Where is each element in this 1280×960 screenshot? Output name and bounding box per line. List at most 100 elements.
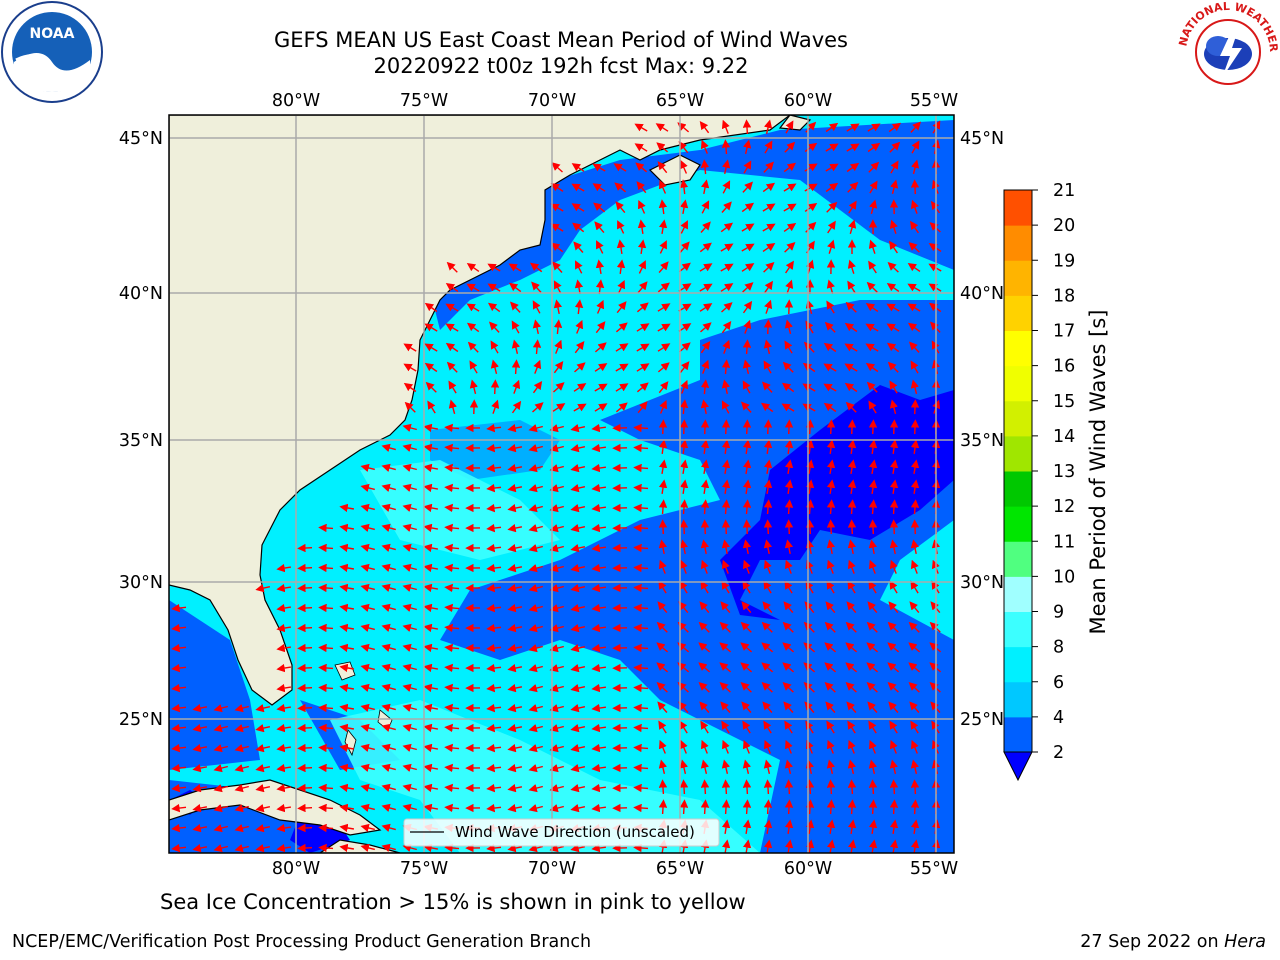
wind-arrow [318,823,334,833]
wind-arrow [171,723,187,733]
colorbar-tick-label: 19 [1053,251,1075,271]
colorbar-segment [1004,260,1032,296]
wind-arrow [699,283,713,292]
wind-arrow [868,779,878,795]
wind-arrow [360,803,375,812]
wind-arrow [805,799,815,815]
wind-arrow [931,539,941,555]
wind-arrow [486,783,502,793]
wind-arrow [594,363,608,372]
wind-arrow [381,763,396,772]
wind-arrow [507,463,523,473]
wind-arrow [444,683,460,693]
wind-arrow [907,263,921,272]
lon-label: 70°W [528,91,576,111]
wind-arrow [570,443,586,453]
wind-arrow [192,803,208,813]
wind-arrow [931,499,941,515]
wind-arrow [784,799,794,815]
wind-arrow [762,243,776,252]
wind-arrow [486,743,502,753]
wind-arrow [637,199,646,214]
wind-arrow [402,563,417,572]
wind-arrow [763,459,773,475]
wind-arrow [699,303,713,312]
colorbar-tick-label: 11 [1053,532,1075,552]
wind-arrow [889,479,899,495]
wind-arrow [570,623,586,633]
wind-arrow [826,739,835,754]
wind-arrow [847,759,856,774]
wind-arrow [444,763,460,773]
wind-arrow [698,662,711,673]
wind-arrow [742,799,752,815]
wind-arrow [911,140,920,154]
wind-arrow [782,361,794,373]
wind-arrow [700,479,710,495]
wind-arrow [721,201,732,213]
wind-arrow [827,220,836,234]
wind-arrow [509,301,521,313]
wind-arrow [528,704,543,713]
wind-arrow [444,723,460,733]
wind-arrow [930,701,941,713]
wind-arrow [700,419,710,435]
wind-arrow [784,779,794,795]
lat-label: 25°N [119,710,163,730]
wind-arrow [532,339,542,355]
lat-label: 40°N [119,284,163,304]
wind-arrow [868,839,878,853]
lat-label: 30°N [119,573,163,593]
wind-arrow [234,744,249,753]
wind-arrow [637,401,648,414]
wind-arrow [318,583,334,593]
colorbar-label: Mean Period of Wind Waves [s] [1086,310,1110,635]
wind-arrow [360,543,375,552]
wind-arrow [487,302,501,313]
wind-arrow [784,340,793,354]
wind-arrow [783,162,797,173]
wind-arrow [637,219,647,235]
wind-arrow [615,383,629,392]
wind-arrow [928,283,942,292]
wind-arrow [658,219,668,235]
wave-period-field [169,120,954,853]
wind-arrow [762,701,773,713]
wind-arrow [339,543,355,553]
wind-arrow [381,643,396,652]
wind-arrow [403,382,417,393]
wind-arrow [847,439,857,454]
wind-arrow [868,739,877,754]
wind-arrow [339,603,355,613]
wind-arrow [889,419,899,435]
wind-arrow [549,604,564,613]
wind-arrow [741,243,755,252]
wind-arrow [508,282,522,293]
wind-arrow [825,601,836,614]
wind-arrow [677,662,690,673]
colorbar-segment [1004,646,1032,683]
wind-arrow [549,784,564,793]
wind-arrow [381,563,396,572]
wind-arrow [234,824,249,833]
wind-arrow [528,784,543,793]
wind-arrow [907,322,921,333]
wind-arrow [868,720,877,734]
wind-arrow [889,539,899,555]
wind-arrow [528,504,543,513]
wind-arrow [868,819,878,835]
wind-arrow [763,539,773,555]
wind-arrow [570,523,586,533]
wind-arrow [721,439,731,454]
wind-arrow [360,563,375,572]
wind-arrow [591,683,606,693]
colorbar-segment [1004,225,1032,261]
wind-arrow [444,783,460,793]
wind-arrow [931,419,941,435]
colorbar-tick-label: 2 [1053,743,1064,763]
wind-arrow [360,743,375,752]
wind-arrow [570,823,586,833]
wind-arrow [381,783,396,792]
wind-arrow [910,360,919,374]
